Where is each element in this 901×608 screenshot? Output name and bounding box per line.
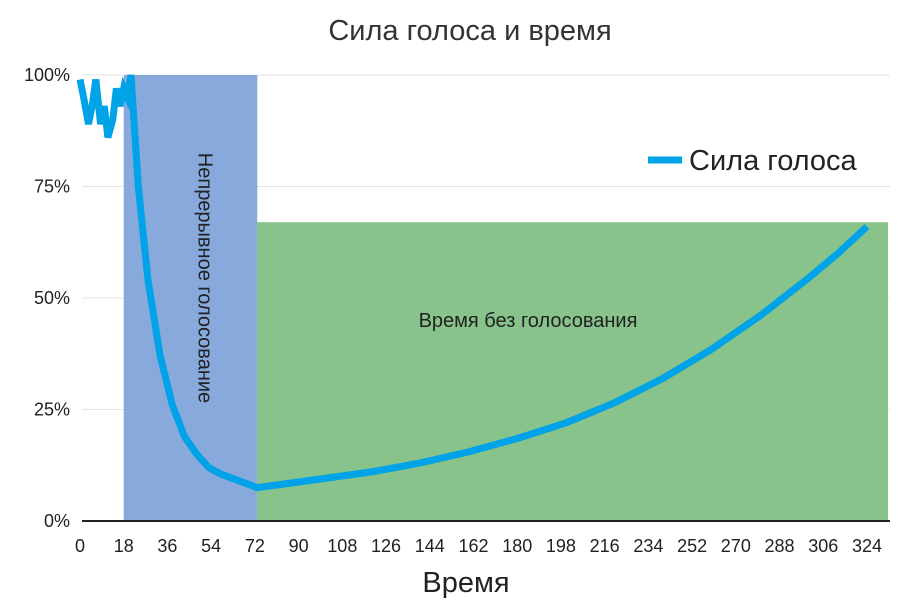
x-tick-label: 0 (75, 536, 85, 556)
x-tick-label: 162 (458, 536, 488, 556)
x-tick-label: 270 (721, 536, 751, 556)
region-1 (123, 75, 258, 521)
region-label-no-voting: Время без голосования (419, 310, 638, 332)
x-tick-label: 252 (677, 536, 707, 556)
x-tick-label: 108 (327, 536, 357, 556)
y-tick-label: 75% (34, 177, 70, 197)
x-tick-label: 126 (371, 536, 401, 556)
x-tick-label: 144 (415, 536, 445, 556)
chart-title: Сила голоса и время (328, 15, 611, 47)
x-tick-label: 54 (201, 536, 221, 556)
series-line-1 (76, 74, 870, 492)
region-label-continuous-voting: Непрерывное голосование (194, 153, 216, 403)
y-tick-label: 100% (24, 65, 70, 85)
x-tick-label: 288 (765, 536, 795, 556)
x-axis-title: Время (422, 567, 509, 599)
x-tick-label: 180 (502, 536, 532, 556)
x-tick-label: 216 (590, 536, 620, 556)
region-layer: Непрерывное голосование Время без голосов… (123, 75, 889, 521)
y-tick-labels: 0% 25% 50% 75% 100% (24, 65, 70, 531)
x-tick-labels: 0 18 36 54 72 90 108 126 144 162 180 198 216 234 252 27… (75, 536, 882, 556)
x-tick-label: 72 (245, 536, 265, 556)
legend-label: Сила голоса (689, 145, 858, 177)
y-tick-label: 25% (34, 400, 70, 420)
x-tick-label: 90 (289, 536, 309, 556)
line-layer (76, 74, 870, 492)
x-tick-label: 18 (114, 536, 134, 556)
x-tick-label: 324 (852, 536, 882, 556)
x-tick-label: 306 (808, 536, 838, 556)
legend: Сила голоса (648, 145, 858, 177)
y-tick-label: 50% (34, 288, 70, 308)
x-tick-label: 234 (633, 536, 663, 556)
y-tick-label: 0% (44, 511, 70, 531)
x-tick-label: 198 (546, 536, 576, 556)
x-tick-label: 36 (157, 536, 177, 556)
